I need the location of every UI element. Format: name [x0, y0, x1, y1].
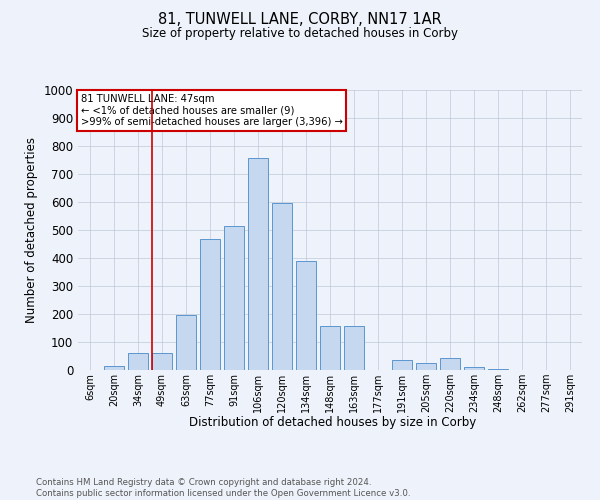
Bar — [488, 369, 508, 370]
Y-axis label: Number of detached properties: Number of detached properties — [25, 137, 38, 323]
Text: Contains HM Land Registry data © Crown copyright and database right 2024.
Contai: Contains HM Land Registry data © Crown c… — [36, 478, 410, 498]
Bar — [392, 360, 412, 370]
Bar — [224, 226, 244, 370]
Text: Distribution of detached houses by size in Corby: Distribution of detached houses by size … — [190, 416, 476, 429]
Bar — [176, 315, 196, 370]
Bar — [104, 366, 124, 370]
Bar — [440, 358, 460, 370]
Bar — [200, 239, 220, 370]
Text: 81, TUNWELL LANE, CORBY, NN17 1AR: 81, TUNWELL LANE, CORBY, NN17 1AR — [158, 12, 442, 28]
Bar — [272, 203, 292, 370]
Bar — [464, 368, 484, 370]
Bar — [296, 261, 316, 370]
Bar — [344, 326, 364, 370]
Bar — [128, 352, 148, 370]
Bar — [416, 363, 436, 370]
Text: Size of property relative to detached houses in Corby: Size of property relative to detached ho… — [142, 28, 458, 40]
Text: 81 TUNWELL LANE: 47sqm
← <1% of detached houses are smaller (9)
>99% of semi-det: 81 TUNWELL LANE: 47sqm ← <1% of detached… — [80, 94, 343, 128]
Bar — [248, 158, 268, 370]
Bar — [152, 352, 172, 370]
Bar — [320, 326, 340, 370]
